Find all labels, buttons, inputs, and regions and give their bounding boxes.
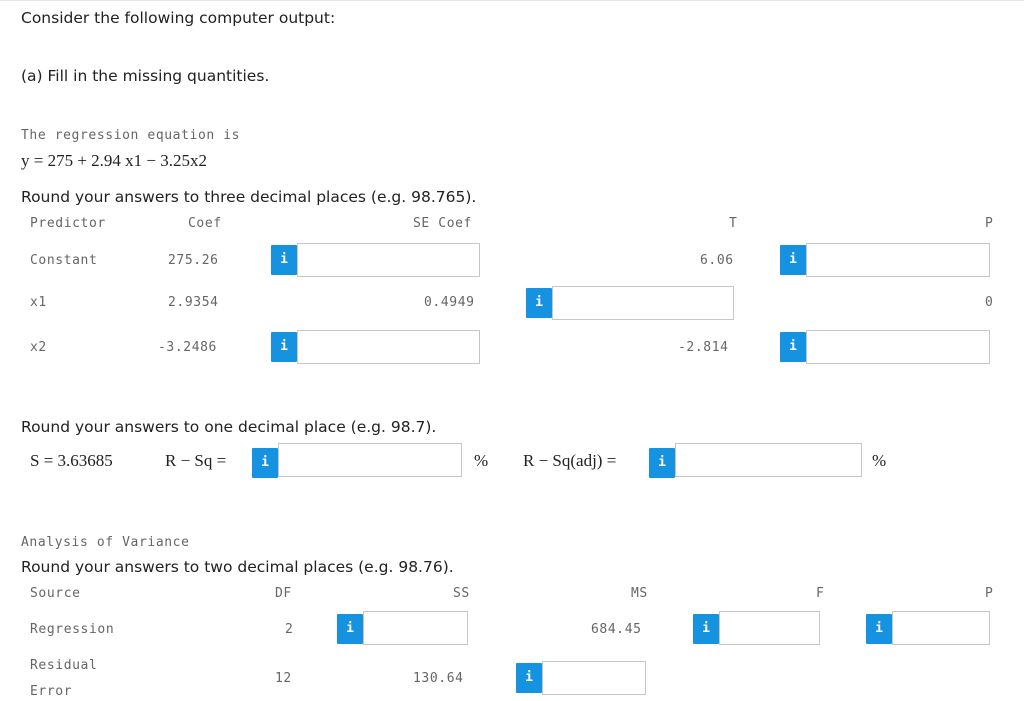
info-button[interactable]: i [271, 245, 297, 275]
x1-t-input[interactable] [552, 286, 734, 320]
info-button[interactable]: i [693, 614, 719, 644]
row-x2-coef: -3.2486 [158, 340, 217, 355]
anova-header-df: DF [275, 586, 292, 601]
regression-ss-input[interactable] [363, 611, 468, 645]
top-divider [0, 0, 1024, 1]
row-x1-predictor: x1 [30, 295, 47, 310]
header-coef: Coef [188, 216, 222, 231]
header-t: T [729, 216, 738, 231]
header-predictor: Predictor [30, 216, 106, 231]
rsq-input[interactable] [278, 443, 462, 477]
anova-title: Analysis of Variance [21, 535, 190, 550]
anova-header-ms: MS [631, 586, 648, 601]
row-x1-coef: 2.9354 [168, 295, 219, 310]
row-x1-se-coef: 0.4949 [424, 295, 475, 310]
anova-instruction: Round your answers to two decimal places… [21, 558, 454, 576]
info-button[interactable]: i [780, 245, 806, 275]
anova-row-residual-source-line2: Error [30, 684, 73, 699]
rsq-adj-label: R − Sq(adj) = [523, 451, 617, 470]
anova-row-residual-df: 12 [275, 671, 292, 686]
constant-p-input[interactable] [806, 243, 990, 277]
regression-label: The regression equation is [21, 128, 241, 143]
intro-text: Consider the following computer output: [21, 9, 336, 27]
part-a-text: (a) Fill in the missing quantities. [21, 67, 270, 85]
info-button[interactable]: i [866, 614, 892, 644]
info-button[interactable]: i [649, 448, 675, 478]
rsq-adj-input[interactable] [675, 443, 862, 477]
anova-header-source: Source [30, 586, 81, 601]
info-button[interactable]: i [252, 448, 278, 478]
row-constant-t: 6.06 [700, 253, 734, 268]
header-p: P [985, 216, 994, 231]
coef-instruction: Round your answers to three decimal plac… [21, 188, 477, 206]
anova-row-regression-source: Regression [30, 622, 115, 637]
regression-f-input[interactable] [719, 611, 820, 645]
anova-row-residual-ss: 130.64 [413, 671, 464, 686]
header-se-coef: SE Coef [413, 216, 472, 231]
anova-row-regression-df: 2 [285, 622, 294, 637]
info-button[interactable]: i [780, 332, 806, 362]
row-constant-predictor: Constant [30, 253, 98, 268]
rsq-label: R − Sq = [165, 451, 227, 470]
x2-p-input[interactable] [806, 330, 990, 364]
s-value: S = 3.63685 [30, 451, 113, 470]
anova-row-residual-source: Residual [30, 658, 98, 673]
regression-equation: y = 275 + 2.94 x1 − 3.25x2 [21, 151, 208, 170]
info-button[interactable]: i [526, 288, 552, 318]
residual-ms-input[interactable] [542, 661, 646, 695]
row-constant-coef: 275.26 [168, 253, 219, 268]
info-button[interactable]: i [516, 663, 542, 693]
anova-header-f: F [816, 586, 825, 601]
info-button[interactable]: i [337, 614, 363, 644]
x2-se-coef-input[interactable] [297, 330, 480, 364]
regression-p-input[interactable] [892, 611, 990, 645]
info-button[interactable]: i [271, 332, 297, 362]
anova-row-regression-ms: 684.45 [591, 622, 642, 637]
summary-instruction: Round your answers to one decimal place … [21, 418, 437, 436]
constant-se-coef-input[interactable] [297, 243, 480, 277]
anova-header-p: P [985, 586, 994, 601]
anova-header-ss: SS [453, 586, 470, 601]
rsq-percent: % [474, 451, 489, 470]
rsq-adj-percent: % [872, 451, 887, 470]
row-x1-p: 0 [985, 295, 994, 310]
row-x2-t: -2.814 [678, 340, 729, 355]
row-x2-predictor: x2 [30, 340, 47, 355]
